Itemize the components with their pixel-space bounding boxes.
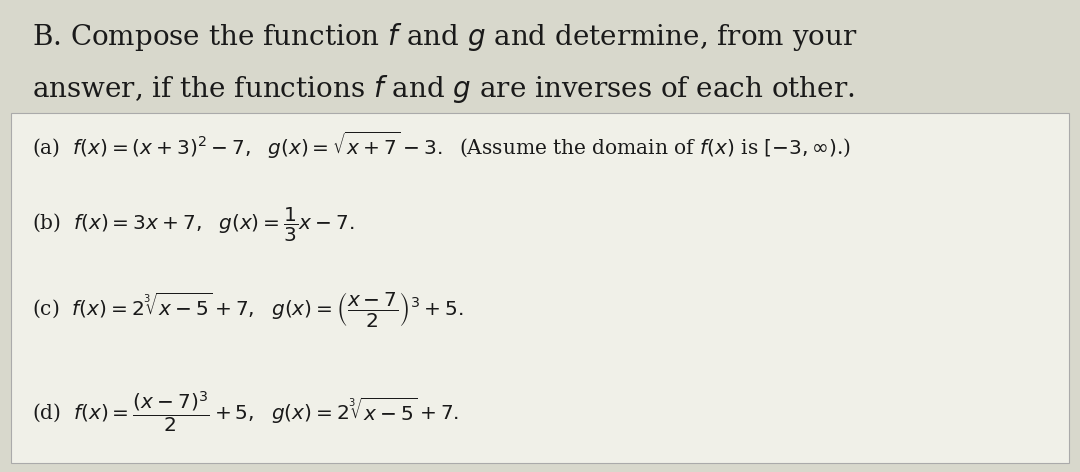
FancyBboxPatch shape xyxy=(11,113,1069,463)
Text: (a)  $f(x) = (x+3)^2 - 7,\ \ g(x) = \sqrt{x+7} - 3.$  (Assume the domain of $f(x: (a) $f(x) = (x+3)^2 - 7,\ \ g(x) = \sqrt… xyxy=(32,130,851,161)
Text: (d)  $f(x) = \dfrac{(x-7)^3}{2} + 5,\ \ g(x) = 2\sqrt[3]{x-5} + 7.$: (d) $f(x) = \dfrac{(x-7)^3}{2} + 5,\ \ g… xyxy=(32,389,459,435)
Text: (b)  $f(x) = 3x + 7,\ \ g(x) = \dfrac{1}{3}x - 7.$: (b) $f(x) = 3x + 7,\ \ g(x) = \dfrac{1}{… xyxy=(32,205,355,244)
Text: B. Compose the function $f$ and $g$ and determine, from your: B. Compose the function $f$ and $g$ and … xyxy=(32,21,858,53)
Text: (c)  $f(x) = 2\sqrt[3]{x-5} + 7,\ \ g(x) = \left(\dfrac{x-7}{2}\right)^3 + 5.$: (c) $f(x) = 2\sqrt[3]{x-5} + 7,\ \ g(x) … xyxy=(32,290,464,329)
Text: answer, if the functions $f$ and $g$ are inverses of each other.: answer, if the functions $f$ and $g$ are… xyxy=(32,73,855,105)
